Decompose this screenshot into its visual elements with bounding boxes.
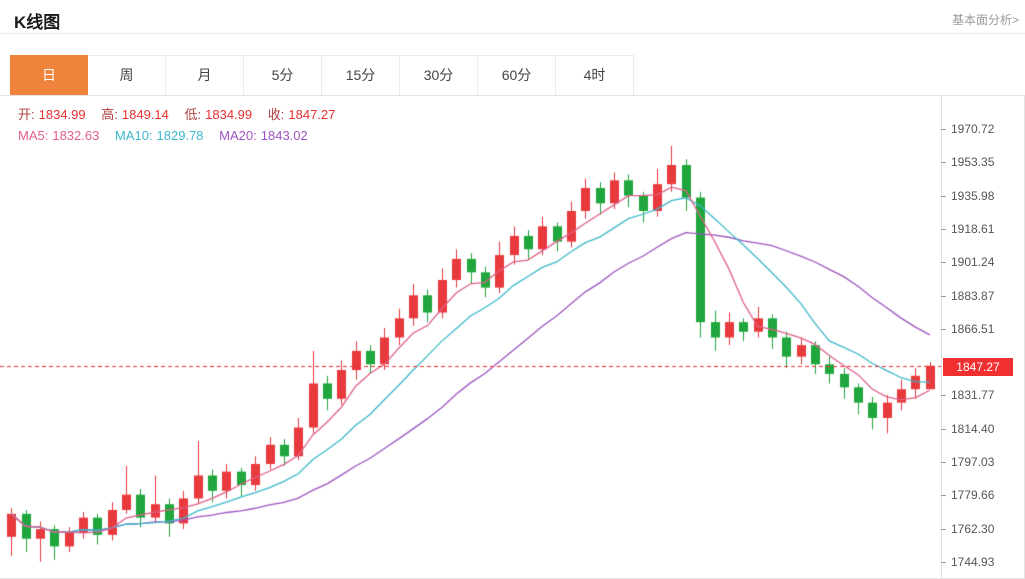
- fundamental-analysis-link[interactable]: 基本面分析>: [951, 13, 1019, 27]
- axis-tick-mark: [941, 429, 946, 430]
- axis-price-label: 1935.98: [951, 188, 995, 203]
- close-label: 收:: [267, 107, 285, 122]
- ma20-value: 1843.02: [260, 128, 308, 143]
- tab-60min[interactable]: 60分: [478, 55, 556, 95]
- axis-price-label: 1762.30: [951, 521, 995, 536]
- axis-tick-mark: [941, 196, 946, 197]
- ma5-label: MA5:: [18, 128, 49, 143]
- axis-tick-mark: [941, 562, 946, 563]
- low-label: 低:: [184, 107, 202, 122]
- high-label: 高:: [101, 107, 118, 122]
- kline-chart: 开: 1834.99 高: 1849.14 低: 1834.99 收: 1847.27 …: [0, 95, 1025, 579]
- ma5-pair: MA5: 1832.63: [18, 128, 99, 143]
- axis-tick-mark: [941, 329, 946, 330]
- axis-price-label: 1779.66: [951, 488, 995, 503]
- axis-tick-mark: [941, 495, 946, 496]
- open-label: 开:: [18, 107, 35, 122]
- period-tabbar: 日 周 月 5分 15分 30分 60分 4时: [10, 55, 1025, 95]
- axis-tick-mark: [941, 229, 946, 230]
- tab-15min[interactable]: 15分: [322, 55, 400, 95]
- low-value: 1834.99: [205, 107, 253, 122]
- close-value: 1847.27: [288, 107, 336, 122]
- axis-price-label: 1901.24: [951, 255, 995, 270]
- axis-tick-mark: [941, 162, 946, 163]
- tab-week[interactable]: 周: [88, 55, 166, 95]
- axis-price-label: 1953.35: [951, 155, 995, 170]
- tab-day[interactable]: 日: [10, 55, 88, 95]
- tab-4hour[interactable]: 4时: [556, 55, 634, 95]
- axis-price-label: 1866.51: [951, 321, 995, 336]
- ma20-label: MA20:: [219, 128, 257, 143]
- close-pair: 收: 1847.27: [268, 107, 336, 122]
- current-price-badge: 1847.27: [943, 357, 1013, 376]
- price-axis-line: [941, 96, 942, 578]
- axis-price-label: 1814.40: [951, 421, 995, 436]
- tab-5min[interactable]: 5分: [244, 55, 322, 95]
- ma10-pair: MA10: 1829.78: [115, 128, 204, 143]
- ma20-pair: MA20: 1843.02: [219, 128, 308, 143]
- candlestick-canvas[interactable]: [0, 96, 941, 578]
- ohlc-info: 开: 1834.99 高: 1849.14 低: 1834.99 收: 1847.27: [18, 104, 347, 125]
- ma10-label: MA10:: [114, 128, 153, 143]
- ma-info: MA5: 1832.63 MA10: 1829.78 MA20: 1843.02: [18, 125, 347, 146]
- tab-month[interactable]: 月: [166, 55, 244, 95]
- axis-tick-mark: [941, 462, 946, 463]
- axis-tick-mark: [941, 296, 946, 297]
- page-title: K线图: [14, 13, 61, 32]
- axis-price-label: 1744.93: [951, 554, 995, 569]
- axis-price-label: 1883.87: [951, 288, 995, 303]
- low-pair: 低: 1834.99: [185, 107, 253, 122]
- open-pair: 开: 1834.99: [18, 107, 86, 122]
- axis-price-label: 1797.03: [951, 454, 995, 469]
- axis-tick-mark: [941, 129, 946, 130]
- axis-tick-mark: [941, 395, 946, 396]
- axis-tick-mark: [941, 529, 946, 530]
- axis-tick-mark: [941, 262, 946, 263]
- header: K线图 基本面分析>: [0, 0, 1025, 34]
- open-value: 1834.99: [38, 107, 86, 122]
- tab-30min[interactable]: 30分: [400, 55, 478, 95]
- axis-price-label: 1831.77: [951, 388, 995, 403]
- high-value: 1849.14: [121, 107, 169, 122]
- ma10-value: 1829.78: [156, 128, 204, 143]
- price-axis: 1970.72 1953.35 1935.98 1918.61 1901.24 1883.…: [941, 96, 1023, 578]
- ma5-value: 1832.63: [52, 128, 100, 143]
- high-pair: 高: 1849.14: [101, 107, 169, 122]
- axis-price-label: 1970.72: [951, 122, 995, 137]
- axis-price-label: 1918.61: [951, 221, 995, 236]
- chart-info: 开: 1834.99 高: 1849.14 低: 1834.99 收: 1847.27 …: [18, 104, 347, 146]
